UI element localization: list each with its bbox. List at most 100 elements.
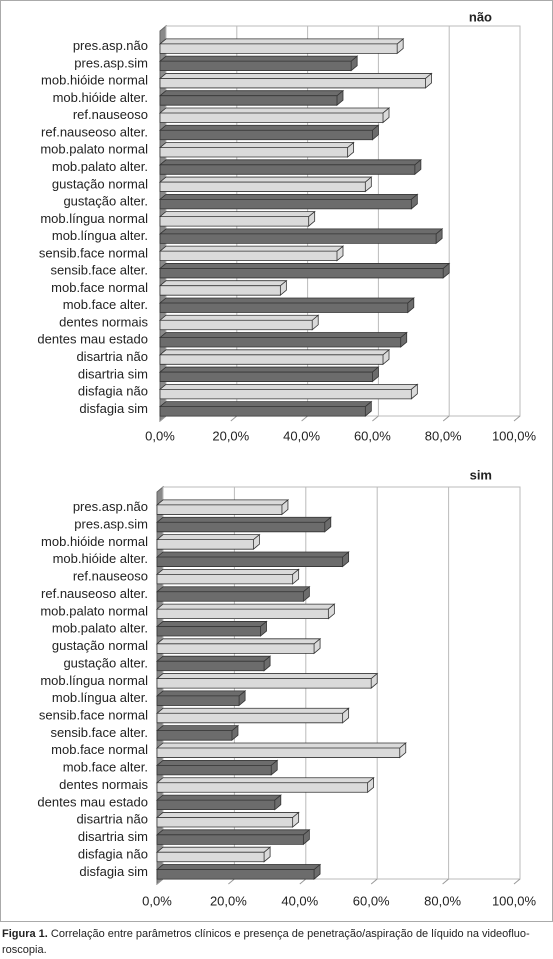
x-tick-label: 20,0% — [212, 428, 249, 443]
bar — [155, 707, 350, 724]
y-tick-label: ref.nauseoso alter. — [41, 586, 148, 601]
chart-title: não — [469, 9, 492, 24]
bar — [158, 279, 288, 297]
y-tick-label: mob.hióide alter. — [53, 90, 148, 105]
y-tick-label: dentes mau estado — [37, 794, 148, 809]
bar — [158, 366, 380, 383]
x-tick-label: 40,0% — [281, 893, 318, 908]
y-tick-label: disfagia não — [78, 846, 148, 861]
bar — [158, 297, 415, 314]
bar — [158, 124, 380, 141]
bar — [158, 210, 316, 227]
y-tick-label: sensib.face alter. — [50, 725, 148, 740]
y-tick-label: mob.face normal — [51, 280, 148, 295]
bar — [158, 228, 444, 245]
bar — [155, 794, 282, 811]
y-tick-label: mob.face alter. — [63, 297, 148, 312]
y-tick-label: mob.face normal — [51, 742, 148, 757]
caption-line: roscopia. — [2, 944, 47, 956]
y-tick-label: disfagia não — [78, 384, 148, 399]
bar — [155, 620, 268, 637]
bar — [155, 811, 300, 828]
tick-mark — [513, 878, 521, 885]
tick-mark — [159, 415, 167, 422]
caption: Figura 1. Correlação entre parâmetros cl… — [2, 926, 552, 958]
y-tick-label: pres.asp.não — [73, 499, 148, 514]
caption-label: Figura 1. — [2, 928, 48, 940]
tick-mark — [513, 415, 521, 422]
bar — [158, 141, 355, 158]
y-tick-label: gustação normal — [52, 176, 148, 191]
caption-text: Correlação entre parâmetros clínicos e p… — [50, 928, 530, 940]
bar — [155, 516, 332, 533]
y-tick-label: sensib.face alter. — [50, 263, 148, 278]
bar — [158, 89, 345, 107]
y-tick-label: mob.hióide alter. — [53, 551, 148, 566]
bar — [155, 863, 322, 880]
y-tick-label: mob.palato normal — [40, 603, 148, 618]
bar — [158, 331, 408, 348]
y-tick-label: dentes mau estado — [37, 332, 148, 347]
chart-title: sim — [470, 467, 492, 482]
tick-mark — [442, 878, 449, 885]
y-tick-label: disartria não — [76, 812, 148, 827]
bar — [158, 72, 433, 89]
bar — [158, 55, 359, 72]
bar — [158, 158, 422, 176]
y-tick-label: dentes normais — [59, 777, 148, 792]
y-tick-label: gustação alter. — [63, 194, 148, 209]
y-tick-label: disfagia sim — [79, 401, 148, 416]
bar — [155, 637, 322, 655]
y-tick-label: ref.nauseoso — [73, 569, 148, 584]
x-tick-label: 100,0% — [492, 428, 537, 443]
bar — [155, 551, 350, 568]
figure: não 0,0% 20,0% 40,0% 60,0% 80,0% 100,0% pres.as… — [0, 0, 553, 922]
bar — [158, 314, 320, 331]
bar — [155, 759, 279, 776]
y-tick-label: pres.asp.sim — [74, 55, 148, 70]
y-tick-label: disartria sim — [78, 829, 148, 844]
bar — [158, 383, 419, 400]
bar — [158, 262, 451, 279]
y-tick-label: sensib.face normal — [39, 707, 148, 722]
bar — [158, 107, 391, 124]
x-tick-label: 40,0% — [283, 428, 320, 443]
bar — [158, 38, 405, 55]
y-tick-label: mob.hióide normal — [41, 73, 148, 88]
y-tick-label: disartria sim — [78, 366, 148, 381]
y-tick-label: pres.asp.não — [73, 38, 148, 53]
y-tick-label: mob.palato alter. — [52, 621, 148, 636]
x-tick-label: 100,0% — [492, 893, 537, 908]
x-tick-label: 20,0% — [210, 893, 247, 908]
bar — [155, 568, 300, 585]
y-tick-label: mob.hióide normal — [41, 534, 148, 549]
y-tick-label: mob.língua normal — [40, 211, 148, 226]
bar — [155, 828, 311, 846]
x-tick-label: 0,0% — [145, 428, 175, 443]
y-tick-label: gustação normal — [52, 638, 148, 653]
x-tick-label: 80,0% — [424, 893, 461, 908]
bar — [155, 742, 407, 759]
y-tick-label: mob.língua alter. — [52, 228, 148, 243]
y-tick-label: disfagia sim — [79, 864, 148, 879]
y-tick-label: mob.palato normal — [40, 142, 148, 157]
tick-mark — [370, 878, 378, 885]
tick-mark — [230, 415, 238, 422]
x-tick-label: 80,0% — [425, 428, 462, 443]
y-tick-label: disartria não — [76, 349, 148, 364]
bar — [155, 655, 272, 672]
tick-mark — [372, 415, 379, 422]
tick-mark — [442, 415, 450, 422]
tick-mark — [156, 878, 164, 885]
y-tick-label: gustação alter. — [63, 655, 148, 670]
tick-mark — [301, 415, 308, 422]
bar — [155, 846, 272, 863]
bar — [155, 776, 375, 794]
bar — [158, 245, 345, 262]
bar — [155, 533, 261, 551]
bar — [155, 585, 311, 603]
bar — [155, 690, 247, 707]
caption-line: Figura 1. Correlação entre parâmetros cl… — [2, 926, 552, 942]
y-tick-label: sensib.face normal — [39, 245, 148, 260]
bar — [155, 603, 336, 620]
